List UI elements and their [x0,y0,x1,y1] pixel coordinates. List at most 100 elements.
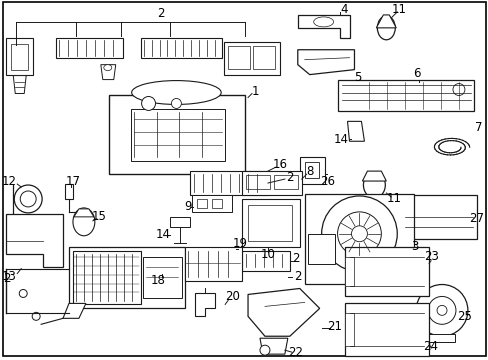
Polygon shape [195,293,215,316]
Polygon shape [74,209,94,217]
Circle shape [351,226,366,242]
Text: 11: 11 [391,4,406,17]
Polygon shape [362,171,386,181]
Ellipse shape [313,17,333,27]
Circle shape [32,312,40,320]
Polygon shape [108,95,244,174]
Circle shape [415,284,467,336]
Text: 2: 2 [291,252,299,265]
Circle shape [321,196,396,271]
Text: 10: 10 [260,248,275,261]
Ellipse shape [103,65,112,71]
Text: 8: 8 [305,165,313,177]
Circle shape [19,289,27,297]
Text: 2: 2 [285,171,293,184]
Text: 1: 1 [251,85,258,98]
Text: 9: 9 [184,201,192,213]
Text: 3: 3 [410,240,418,253]
Bar [304,162,318,178]
Bar [73,251,141,305]
Text: 7: 7 [474,121,482,134]
Bar [185,247,242,280]
Bar [401,195,476,239]
Text: 5: 5 [353,71,361,84]
Polygon shape [65,184,73,199]
Circle shape [452,84,464,95]
Polygon shape [6,38,33,75]
Text: 2: 2 [3,272,11,285]
Polygon shape [344,313,354,346]
Circle shape [171,99,181,108]
Bar [299,157,324,184]
Text: 15: 15 [91,210,106,223]
Ellipse shape [73,208,95,236]
Bar [212,199,222,208]
Polygon shape [297,15,349,38]
Text: 22: 22 [288,346,303,359]
Bar [247,205,291,241]
Bar [224,42,279,75]
Text: 2: 2 [157,8,164,21]
Text: 17: 17 [65,175,81,188]
Polygon shape [63,303,86,318]
Circle shape [142,96,155,111]
Text: 24: 24 [423,340,438,353]
Polygon shape [13,76,26,94]
Text: 25: 25 [457,310,471,323]
Polygon shape [101,65,116,80]
Polygon shape [141,38,222,58]
Polygon shape [347,121,364,141]
Polygon shape [344,303,428,356]
Ellipse shape [14,185,42,213]
Bar [337,80,473,111]
Bar [228,46,249,69]
Bar [242,171,301,195]
Bar [252,46,274,69]
Polygon shape [6,214,63,267]
Polygon shape [304,194,413,284]
Bar [273,175,297,189]
Bar [245,175,269,189]
Polygon shape [297,50,354,75]
Text: 2: 2 [293,270,301,283]
Bar [69,247,185,309]
Polygon shape [376,15,395,28]
Polygon shape [307,234,334,264]
Ellipse shape [131,81,221,104]
Text: 20: 20 [224,290,239,303]
Text: 18: 18 [151,274,165,287]
Ellipse shape [20,191,36,207]
Text: 14: 14 [333,133,348,146]
Polygon shape [344,257,354,287]
Text: 14: 14 [156,228,171,241]
Bar [197,199,207,208]
Polygon shape [344,247,428,296]
Text: 4: 4 [340,4,347,17]
Bar [142,257,182,298]
Bar [242,199,299,247]
Text: 6: 6 [412,67,420,80]
Bar [130,109,224,161]
Text: 13: 13 [2,270,17,283]
Text: 23: 23 [423,250,438,263]
Bar [170,217,190,227]
Bar [190,171,267,195]
Polygon shape [11,44,28,69]
Text: 21: 21 [326,320,342,333]
Text: 12: 12 [2,175,17,188]
Circle shape [436,305,446,315]
Polygon shape [56,38,122,58]
Ellipse shape [363,172,385,198]
Text: 11: 11 [386,193,401,206]
Bar [428,334,454,342]
Ellipse shape [377,16,394,40]
Circle shape [260,345,269,355]
Text: 27: 27 [468,212,483,225]
Bar [192,195,232,212]
Polygon shape [260,338,287,354]
Text: 26: 26 [320,175,334,188]
Circle shape [427,296,455,324]
Polygon shape [247,288,319,336]
Circle shape [337,212,381,256]
Text: 19: 19 [232,237,247,250]
